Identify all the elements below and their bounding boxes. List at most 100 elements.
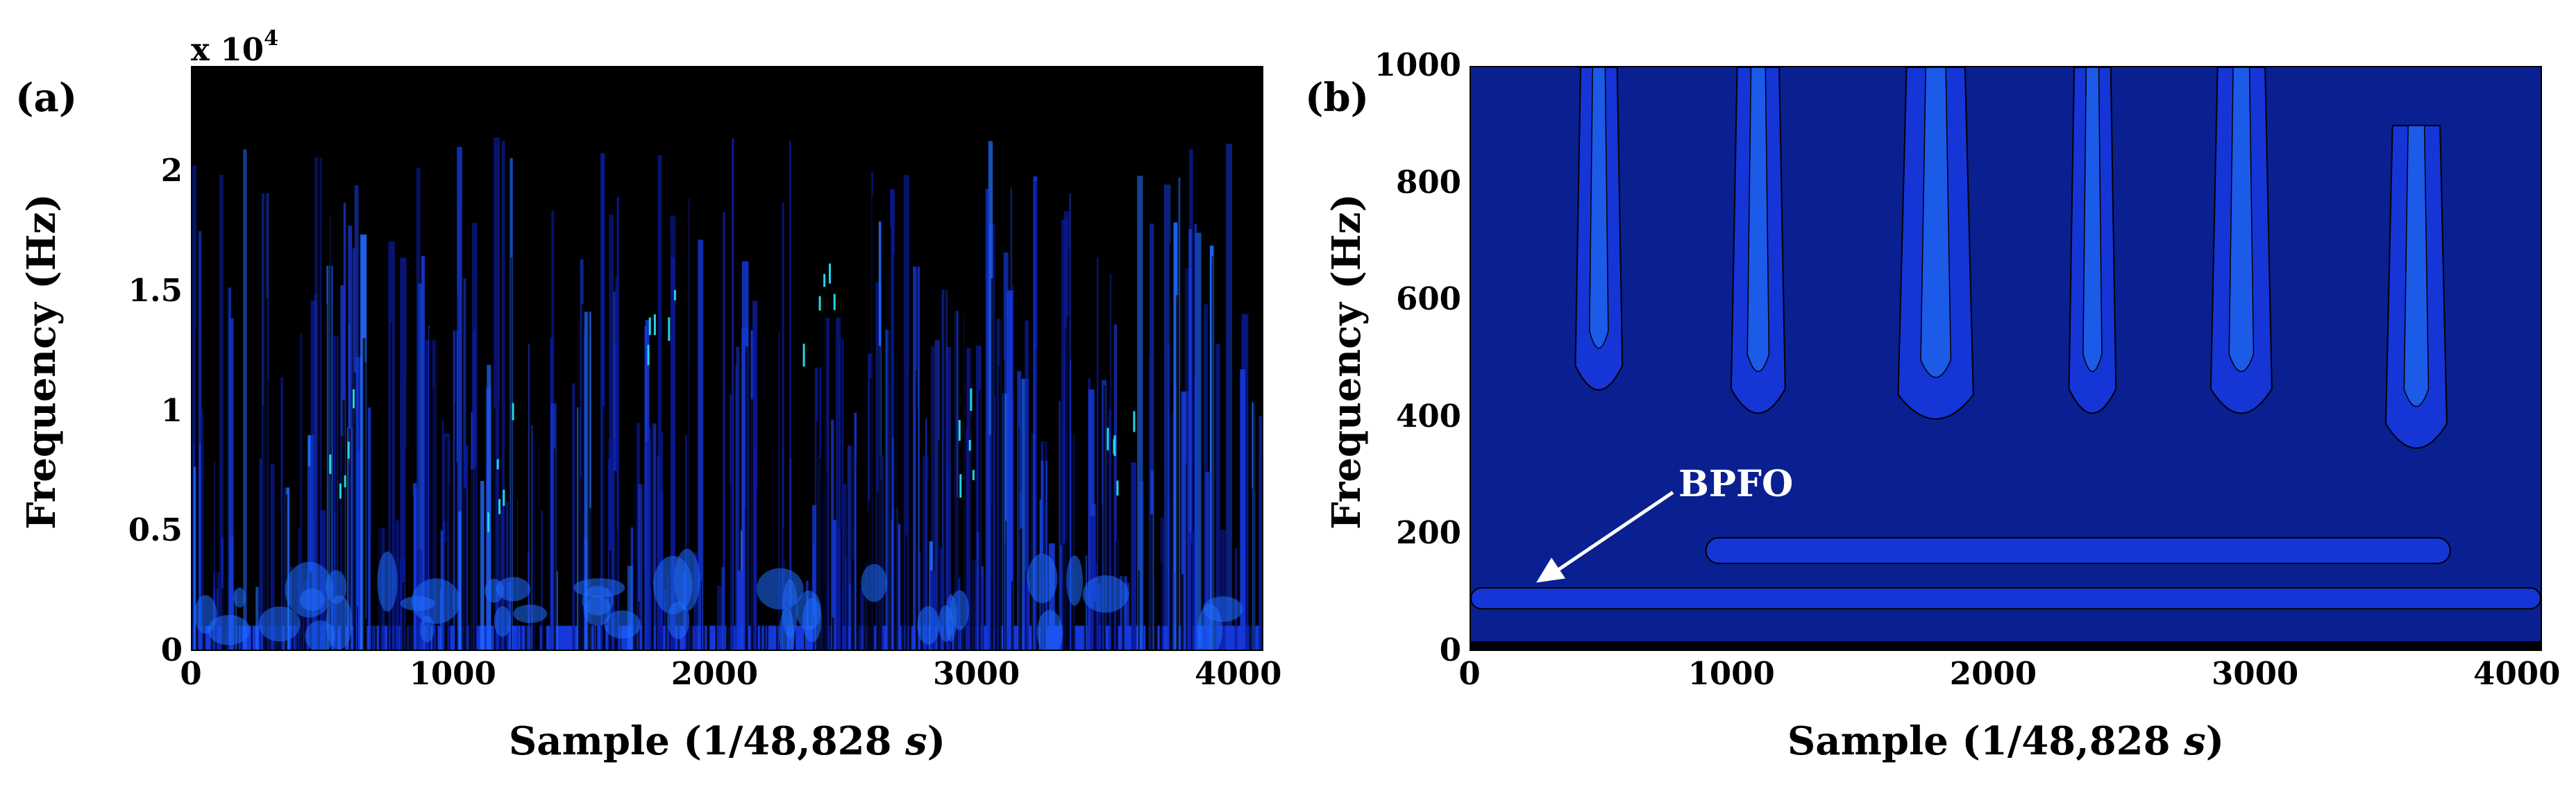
panel-a-streak: [416, 167, 421, 650]
panel-a-contour: [448, 484, 451, 650]
panel-b-band: [1471, 587, 2541, 610]
panel-a-hotspot: [673, 289, 676, 301]
panel-a-blob: [796, 591, 822, 631]
panel-a-hotspot: [339, 483, 342, 499]
panel-a-contour: [553, 448, 556, 650]
panel-a-label: (a): [15, 75, 78, 121]
panel-a-contour: [435, 295, 438, 650]
panel-a-contour: [410, 618, 412, 650]
panel-a-contour: [214, 149, 217, 650]
panel-a-contour: [1248, 131, 1251, 650]
panel-a-contour: [668, 238, 671, 650]
panel-a-contour: [303, 317, 307, 650]
panel-a-streak: [1025, 320, 1029, 650]
panel-a-contour: [578, 238, 581, 650]
panel-b-xlabel-end: ): [2205, 718, 2225, 764]
panel-a-streak: [823, 318, 830, 650]
panel-a-blob: [299, 588, 326, 611]
panel-a-contour: [901, 80, 904, 650]
panel-b-x-tick-label: 2000: [1949, 655, 2037, 692]
panel-a-streak: [616, 196, 619, 650]
panel-a-streak: [1194, 223, 1197, 650]
panel-a-contour: [766, 446, 768, 650]
panel-a-contour: [340, 435, 344, 650]
panel-a-contour: [921, 232, 923, 650]
panel-a-contour: [973, 359, 975, 650]
panel-a-streak: [721, 567, 725, 650]
panel-a-spectrogram: [192, 67, 1262, 650]
panel-a-streak: [227, 287, 232, 650]
panel-a-contour: [726, 332, 729, 650]
panel-b-y-tick-label: 800: [1396, 163, 1461, 201]
panel-b-xlabel: Sample (1/48,828 s): [1470, 718, 2542, 764]
panel-a-contour: [203, 301, 206, 650]
panel-a-contour: [603, 406, 605, 650]
panel-a-blob: [513, 604, 548, 623]
panel-a-contour: [364, 618, 367, 650]
panel-a-contour: [978, 391, 981, 650]
panel-a-contour: [587, 115, 590, 650]
panel-a-contour: [469, 185, 471, 650]
panel-a-hotspot: [487, 512, 490, 532]
panel-a-contour: [1011, 581, 1013, 650]
panel-a-contour: [850, 345, 852, 650]
panel-a-contour: [999, 135, 1002, 650]
panel-a-contour: [1093, 602, 1097, 650]
panel-a-hotspot: [1113, 435, 1116, 457]
panel-a-blob: [1036, 610, 1063, 650]
panel-a-hotspot: [648, 317, 651, 335]
panel-a-contour: [405, 448, 408, 650]
panel-a-streak: [528, 344, 530, 650]
panel-a-contour: [1002, 360, 1005, 650]
panel-b-plume-core: [1746, 67, 1770, 372]
panel-a-streak: [1226, 144, 1232, 650]
panel-a-contour: [840, 226, 842, 650]
panel-a-hotspot: [828, 263, 831, 284]
panel-a-contour: [889, 227, 891, 650]
panel-a-contour: [544, 392, 547, 650]
panel-a-contour: [379, 262, 382, 650]
panel-a-hotspot: [498, 499, 501, 514]
panel-a-streak: [255, 586, 259, 650]
panel-a-contour: [745, 346, 748, 650]
panel-a-streak: [494, 137, 500, 650]
panel-b-plume-core: [1589, 67, 1609, 349]
panel-a-streak: [615, 277, 618, 650]
panel-a-streak: [1173, 222, 1178, 650]
panel-b-y-tick-label: 200: [1396, 514, 1461, 552]
panel-a-streak: [1004, 543, 1011, 650]
panel-a-contour: [1066, 316, 1069, 650]
panel-a-streak: [657, 155, 662, 650]
panel-a-contour: [499, 405, 502, 650]
panel-a-blob: [1066, 555, 1083, 606]
panel-a-contour: [471, 469, 474, 650]
panel-a-x-tick-label: 2000: [671, 655, 759, 692]
panel-a-contour: [633, 96, 637, 650]
panel-a-streak: [1137, 176, 1143, 650]
panel-a-contour: [956, 497, 959, 650]
panel-a-contour: [779, 76, 782, 650]
panel-a-contour: [402, 582, 405, 650]
panel-a-contour: [274, 140, 277, 650]
panel-a-streak: [782, 202, 784, 650]
panel-a-streak: [985, 188, 989, 650]
panel-a-contour: [277, 439, 280, 650]
panel-a-contour: [1150, 514, 1153, 650]
panel-a-blob: [861, 564, 888, 602]
panel-a-streak: [572, 383, 575, 650]
panel-a-contour: [1170, 85, 1173, 650]
panel-a-streak: [1097, 583, 1103, 650]
panel-a-streak: [472, 223, 478, 650]
panel-a-plot-area: [191, 66, 1263, 651]
panel-b-plume-core: [1920, 67, 1952, 378]
panel-a-xlabel-unit: s: [905, 718, 927, 764]
panel-b-x-tick-label: 3000: [2211, 655, 2299, 692]
panel-a-blob: [1027, 553, 1058, 604]
panel-a-hotspot: [512, 403, 514, 421]
panel-a-streak: [1188, 532, 1195, 650]
panel-a-contour: [348, 428, 351, 650]
panel-b-y-tick-label: 600: [1396, 280, 1461, 318]
panel-a-contour: [342, 399, 345, 650]
panel-a-streak: [303, 585, 305, 650]
panel-a-blob: [604, 610, 641, 639]
